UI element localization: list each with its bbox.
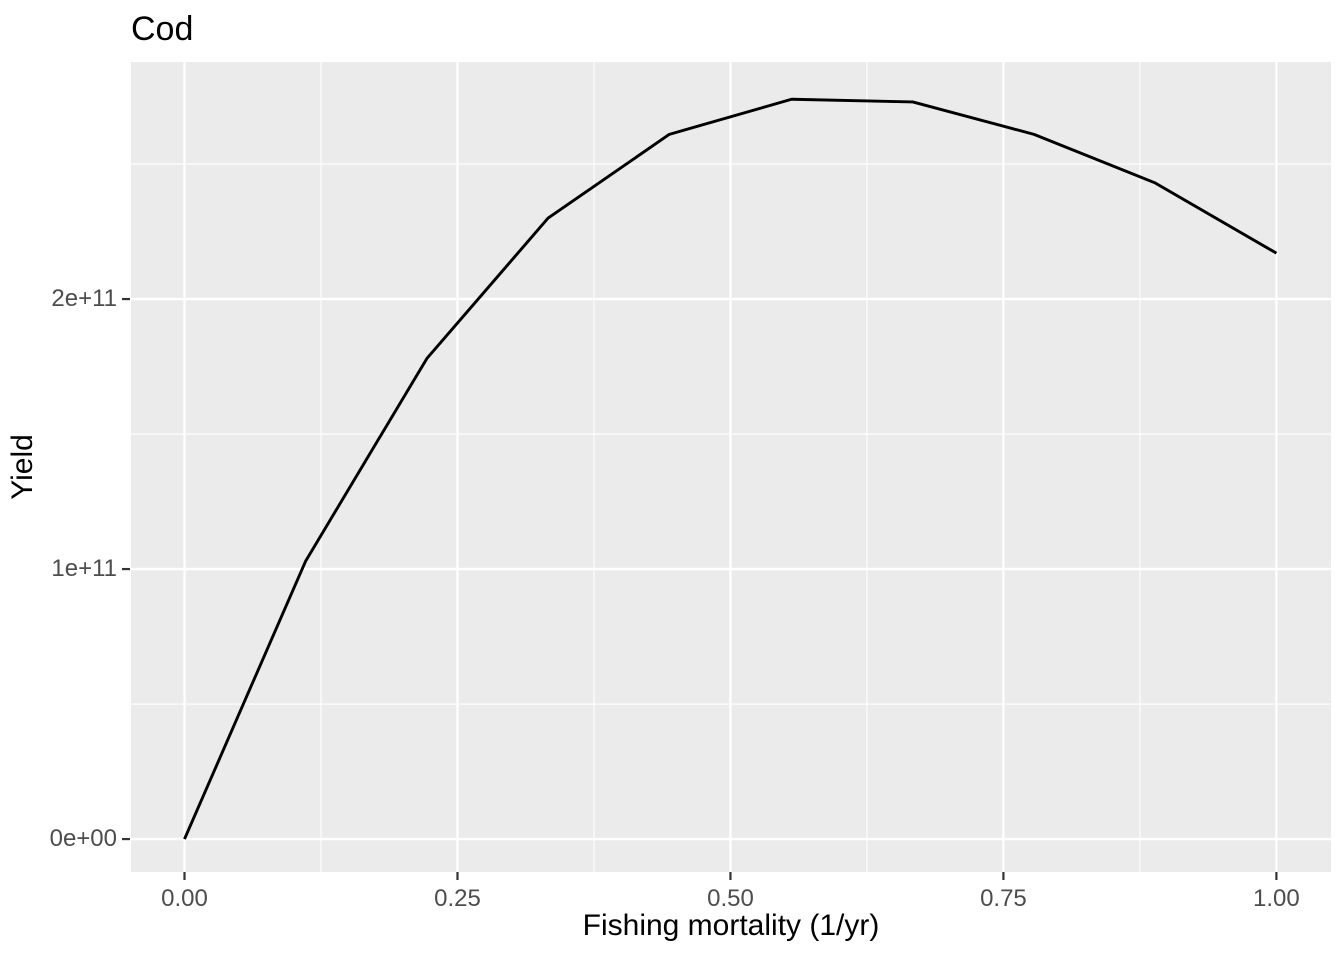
x-tick-label: 0.00 — [161, 885, 208, 912]
y-axis-title: Yield — [6, 434, 39, 500]
y-tick-label: 2e+11 — [51, 285, 117, 313]
x-tick-label: 0.25 — [434, 885, 481, 912]
major-gridlines — [131, 62, 1331, 872]
yield-curve — [183, 97, 1278, 840]
axis-tick-marks — [122, 297, 1278, 880]
y-tick-label: 0e+00 — [49, 825, 117, 853]
y-tick-label: 1e+11 — [51, 555, 117, 583]
x-tick-label: 0.50 — [707, 885, 754, 912]
x-tick-label: 1.00 — [1253, 885, 1300, 912]
x-tick-label: 0.75 — [980, 885, 1027, 912]
plot-title: Cod — [131, 10, 194, 48]
x-axis-title: Fishing mortality (1/yr) — [582, 909, 880, 942]
